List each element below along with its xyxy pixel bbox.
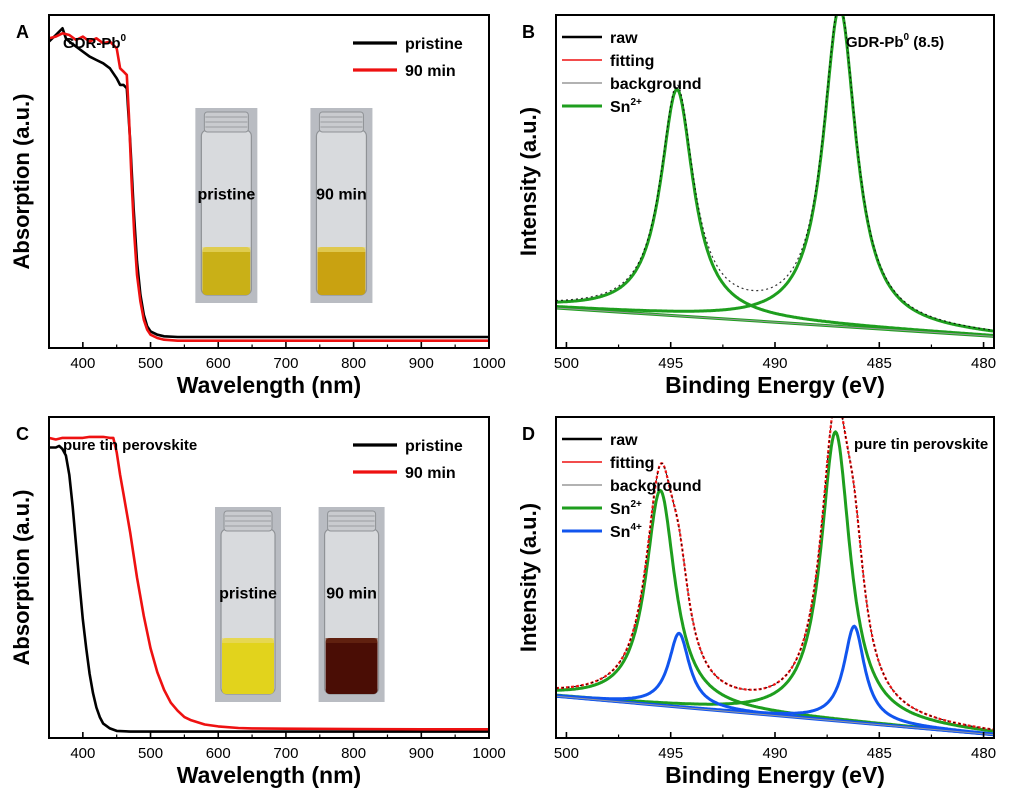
legend-label: pristine — [405, 36, 463, 53]
series-line-90-min — [49, 31, 489, 342]
x-tick-label: 800 — [341, 745, 366, 762]
legend-label: background — [610, 76, 702, 93]
x-axis-label: Binding Energy (eV) — [665, 372, 885, 398]
vial-photo: pristine — [195, 108, 258, 303]
panel-title: pure tin perovskite — [854, 436, 988, 453]
panel-title: GDR-Pb0 (8.5) — [846, 32, 944, 51]
plot-area — [49, 435, 489, 733]
plot-area — [49, 27, 489, 342]
panel-title-suffix: (8.5) — [909, 34, 944, 51]
vial-label: 90 min — [326, 586, 377, 603]
legend-sup: 2+ — [630, 97, 642, 108]
panel-label: B — [522, 22, 535, 42]
legend-label: 90 min — [405, 63, 456, 80]
x-tick-label: 500 — [138, 745, 163, 762]
series-line-90-min — [49, 435, 489, 731]
vial-label: pristine — [219, 586, 277, 603]
vial-liquid — [222, 638, 275, 694]
legend-sup: 2+ — [630, 499, 642, 510]
panel-b: B GDR-Pb0 (8.5) raw fitting background Sn2+ 50… — [516, 14, 996, 398]
background-thin — [556, 307, 994, 337]
x-tick-label: 900 — [409, 745, 434, 762]
x-tick-label: 700 — [273, 355, 298, 372]
x-tick-label: 480 — [971, 745, 996, 762]
x-tick-label: 495 — [658, 355, 683, 372]
vial-photo: 90 min — [310, 108, 373, 303]
x-tick-label: 495 — [658, 745, 683, 762]
panel-label: A — [16, 22, 29, 42]
x-tick-label: 1000 — [472, 355, 505, 372]
x-tick-label: 485 — [867, 745, 892, 762]
panel-label: C — [16, 424, 29, 444]
plot-frame — [48, 14, 490, 349]
x-tick-label: 1000 — [472, 745, 505, 762]
vial-photo: pristine — [215, 507, 282, 702]
component-Sn2plus — [556, 87, 994, 337]
x-tick-label: 900 — [409, 355, 434, 372]
legend-label: raw — [610, 432, 638, 449]
legend-label: fitting — [610, 53, 654, 70]
panel-title: pure tin perovskite — [63, 437, 197, 454]
legend-label: Sn4+ — [610, 522, 642, 541]
y-axis-label: Intensity (a.u.) — [516, 503, 541, 652]
y-axis-label: Intensity (a.u.) — [516, 107, 541, 256]
plot-frame — [48, 416, 490, 739]
component-Sn2plus — [556, 15, 994, 333]
panel-title-sup: 0 — [121, 33, 127, 44]
y-axis-label: Absorption (a.u.) — [9, 490, 34, 666]
vial-liquid — [202, 247, 251, 295]
panel-title: GDR-Pb0 — [63, 33, 127, 52]
legend-label: raw — [610, 30, 638, 47]
legend-label: Sn2+ — [610, 97, 642, 116]
vial-label: pristine — [197, 187, 255, 204]
plot-area — [556, 15, 994, 338]
legend-sup: 4+ — [630, 522, 642, 533]
component-Sn2plus — [556, 430, 994, 733]
x-tick-label: 480 — [971, 355, 996, 372]
legend-label: background — [610, 478, 702, 495]
plot-area — [556, 417, 994, 737]
vial-label: 90 min — [316, 187, 367, 204]
vial-photo: 90 min — [318, 507, 385, 702]
x-tick-label: 500 — [554, 355, 579, 372]
panel-title-sup: 0 — [904, 32, 910, 43]
x-tick-label: 490 — [762, 355, 787, 372]
x-tick-label: 600 — [206, 745, 231, 762]
x-axis-label: Binding Energy (eV) — [665, 762, 885, 788]
vial-meniscus — [202, 247, 251, 252]
x-tick-label: 490 — [762, 745, 787, 762]
vial-liquid — [317, 247, 366, 295]
x-tick-label: 400 — [70, 745, 95, 762]
x-tick-label: 500 — [554, 745, 579, 762]
x-axis-label: Wavelength (nm) — [177, 762, 361, 788]
vial-meniscus — [222, 638, 275, 643]
x-tick-label: 485 — [867, 355, 892, 372]
x-tick-label: 800 — [341, 355, 366, 372]
x-tick-label: 600 — [206, 355, 231, 372]
raw-data — [556, 417, 994, 731]
x-axis-label: Wavelength (nm) — [177, 372, 361, 398]
legend-label: Sn2+ — [610, 499, 642, 518]
x-tick-label: 400 — [70, 355, 95, 372]
series-line-pristine — [49, 444, 489, 733]
background-thin — [556, 695, 994, 736]
y-axis-label: Absorption (a.u.) — [9, 94, 34, 270]
legend-label: fitting — [610, 455, 654, 472]
vial-meniscus — [325, 638, 378, 643]
panel-label: D — [522, 424, 535, 444]
x-tick-label: 700 — [273, 745, 298, 762]
legend-label: 90 min — [405, 465, 456, 482]
vial-meniscus — [317, 247, 366, 252]
legend-label: pristine — [405, 438, 463, 455]
vial-liquid — [325, 638, 378, 694]
x-tick-label: 500 — [138, 355, 163, 372]
